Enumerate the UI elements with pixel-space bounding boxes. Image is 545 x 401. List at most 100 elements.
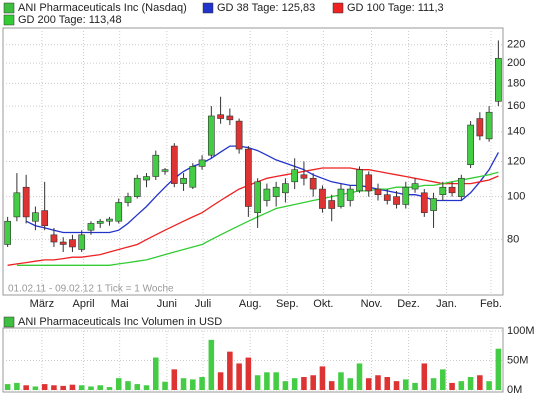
candle-body [13, 192, 21, 218]
candle-body [485, 111, 493, 140]
volume-bar [403, 379, 409, 390]
candle-body [207, 115, 215, 156]
candle-body [115, 202, 123, 222]
y-tick-label: 100 [507, 191, 525, 203]
candle-body [448, 186, 456, 194]
volume-bar [60, 385, 66, 390]
candle-body [374, 188, 382, 195]
x-tick-label: Nov. [361, 298, 383, 310]
volume-bar [393, 381, 400, 390]
volume-bar [208, 339, 215, 390]
candle-body [495, 58, 502, 102]
volume-bar [310, 375, 316, 390]
legend-swatch [3, 316, 15, 328]
volume-bar [338, 372, 344, 390]
volume-bar [153, 357, 159, 390]
candle-body [198, 159, 206, 167]
volume-bar [245, 357, 252, 390]
candle-body [133, 177, 141, 197]
volume-bar [291, 378, 298, 390]
volume-bar [4, 384, 11, 390]
volume-bar [440, 369, 446, 390]
legend-label: GD 200 Tage: 113,48 [18, 14, 122, 26]
candle-body [59, 241, 67, 245]
volume-bar [190, 379, 196, 390]
candle-body [152, 154, 160, 177]
candle-body [402, 186, 410, 205]
x-tick-label: April [73, 298, 95, 310]
volume-bar [78, 385, 85, 390]
volume-bar [32, 386, 39, 390]
candle-body [309, 177, 317, 190]
volume-bar [143, 385, 150, 390]
candle-body [457, 177, 465, 197]
candle-body [272, 186, 280, 197]
x-tick-label: Sep. [276, 298, 299, 310]
volume-bar [254, 375, 261, 390]
y-tick-label: 50M [507, 354, 528, 366]
volume-bar [180, 378, 187, 390]
volume-bar [319, 366, 326, 390]
volume-bar [134, 384, 141, 390]
x-tick-label: März [30, 298, 54, 310]
volume-bar [458, 381, 465, 390]
volume-bar [217, 372, 224, 390]
volume-bar [467, 377, 474, 390]
y-tick-label: 160 [507, 100, 525, 112]
legend-swatch [332, 2, 344, 14]
x-tick-label: Mai [111, 298, 129, 310]
candle-body [430, 198, 437, 211]
candle-body [143, 176, 150, 181]
candle-body [96, 220, 104, 224]
volume-bar [199, 377, 205, 390]
candle-body [411, 183, 419, 190]
candle-body [328, 200, 336, 209]
candle-body [291, 169, 299, 183]
candle-body [69, 239, 76, 248]
x-tick-label: Juni [157, 298, 177, 310]
candle-body [235, 120, 243, 150]
candle-body [420, 192, 428, 213]
candle-body [254, 181, 261, 213]
legend-swatch [202, 2, 214, 14]
volume-bar [51, 385, 57, 390]
y-tick-label: 120 [507, 155, 525, 167]
candle-body [161, 169, 169, 172]
legend-swatch [3, 2, 15, 14]
candle-body [4, 220, 11, 245]
volume-bar [375, 375, 381, 390]
candle-body [346, 188, 354, 201]
volume-bar [106, 387, 113, 390]
candle-body [365, 174, 373, 192]
candle-body [41, 210, 49, 226]
y-tick-label: 180 [507, 77, 525, 89]
candle-body [245, 148, 252, 207]
volume-bar [162, 381, 168, 390]
candle-body [106, 218, 113, 222]
volume-bar [115, 378, 122, 390]
candle-body [124, 196, 132, 203]
candle-body [32, 212, 39, 222]
candle-body [300, 174, 308, 179]
candle-body [87, 223, 95, 231]
volume-bar [412, 382, 418, 390]
candle-body [383, 194, 391, 201]
volume-bar [282, 381, 289, 390]
candle-body [356, 169, 363, 192]
volume-bar [356, 363, 363, 390]
volume-bar [328, 381, 335, 390]
y-tick-label: 220 [507, 39, 525, 51]
x-tick-label: Dez. [397, 298, 420, 310]
volume-bar [171, 369, 178, 390]
volume-bar [236, 363, 242, 390]
x-tick-label: Juli [195, 298, 212, 310]
volume-bar [264, 372, 270, 390]
x-tick-label: Feb. [480, 298, 502, 310]
candle-body [22, 186, 30, 218]
legend-label: ANI Pharmaceuticals Inc (Nasdaq) [18, 2, 187, 14]
y-tick-label: 100M [507, 325, 535, 337]
candle-body [393, 196, 400, 205]
x-tick-label: Aug. [239, 298, 262, 310]
volume-bar [365, 378, 372, 390]
